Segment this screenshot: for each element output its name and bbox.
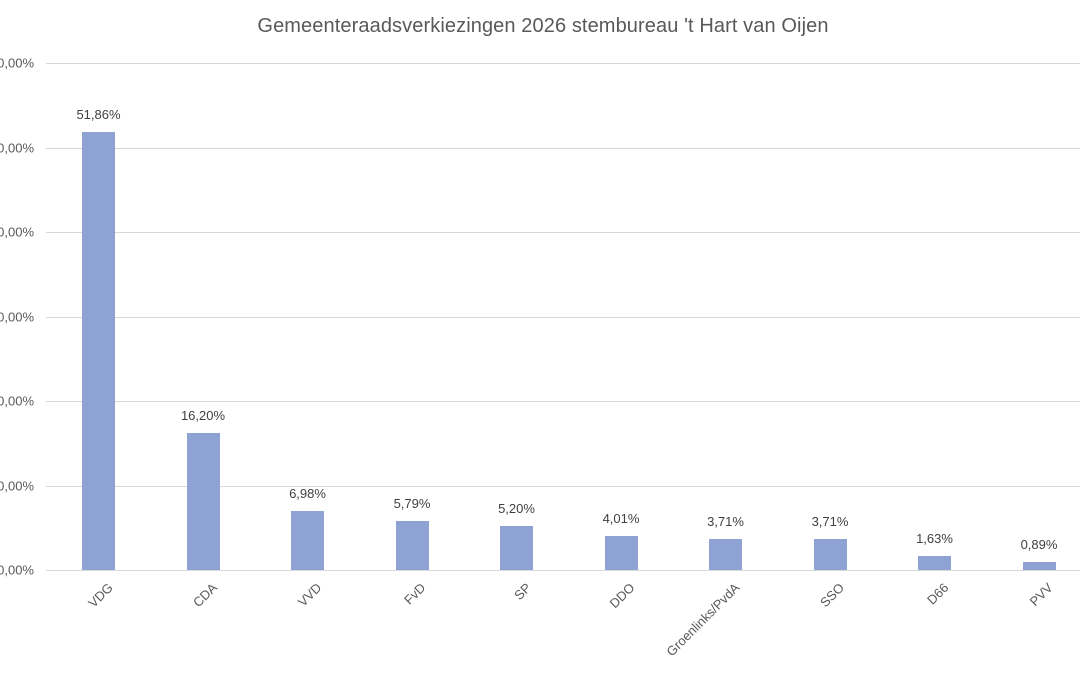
bar-ddo (604, 536, 638, 570)
x-axis-tick-label: SP (510, 580, 534, 603)
x-axis-tick-label: FvD (400, 580, 429, 608)
bar-sso (813, 538, 847, 570)
y-axis-tick-label: 10,00% (0, 478, 34, 494)
y-axis-tick-label: 50,00% (0, 140, 34, 156)
bar-fvd (395, 521, 429, 570)
x-axis-tick-label: D66 (923, 580, 951, 608)
bar-cda (186, 433, 220, 570)
x-axis-tick-label: VVD (294, 580, 324, 610)
y-axis-tick-label: 40,00% (0, 224, 34, 240)
y-axis-tick-label: 0,00% (0, 562, 34, 578)
x-axis-tick-label: DDO (606, 580, 638, 612)
gridline (46, 401, 1080, 402)
gridline (46, 232, 1080, 233)
data-label: 0,89% (1020, 537, 1058, 553)
gridline (46, 63, 1080, 64)
data-label: 6,98% (289, 486, 326, 502)
data-label: 51,86% (76, 106, 121, 122)
gridline (46, 486, 1080, 487)
gridline (46, 317, 1080, 318)
x-axis-tick-label: Groenlinks/PvdA (662, 580, 742, 660)
bar-vdg (82, 131, 115, 570)
x-axis-tick-label: VDG (84, 580, 116, 611)
data-label: 3,71% (707, 513, 744, 529)
y-axis-tick-label: 60,00% (0, 55, 34, 71)
chart-title: Gemeenteraadsverkiezingen 2026 stemburea… (257, 15, 829, 37)
y-axis-tick-label: 30,00% (0, 309, 34, 325)
bar-sp (500, 526, 533, 570)
data-label: 16,20% (180, 408, 226, 424)
y-axis-tick-label: 20,00% (0, 393, 34, 409)
x-axis-tick-label: CDA (190, 580, 221, 611)
x-axis-tick-label: PVV (1026, 580, 1056, 610)
data-label: 5,79% (393, 496, 431, 512)
data-label: 5,20% (498, 501, 535, 517)
gridline (46, 148, 1080, 149)
bar-groenlinks-pvda (709, 538, 742, 570)
bar-d66 (918, 556, 951, 570)
data-label: 3,71% (811, 513, 849, 529)
bar-pvv (1022, 562, 1056, 570)
data-label: 4,01% (602, 511, 640, 527)
bar-vvd (291, 511, 324, 570)
x-axis-tick-label: SSO (817, 580, 848, 611)
data-label: 1,63% (916, 531, 953, 547)
gridline (46, 570, 1080, 571)
